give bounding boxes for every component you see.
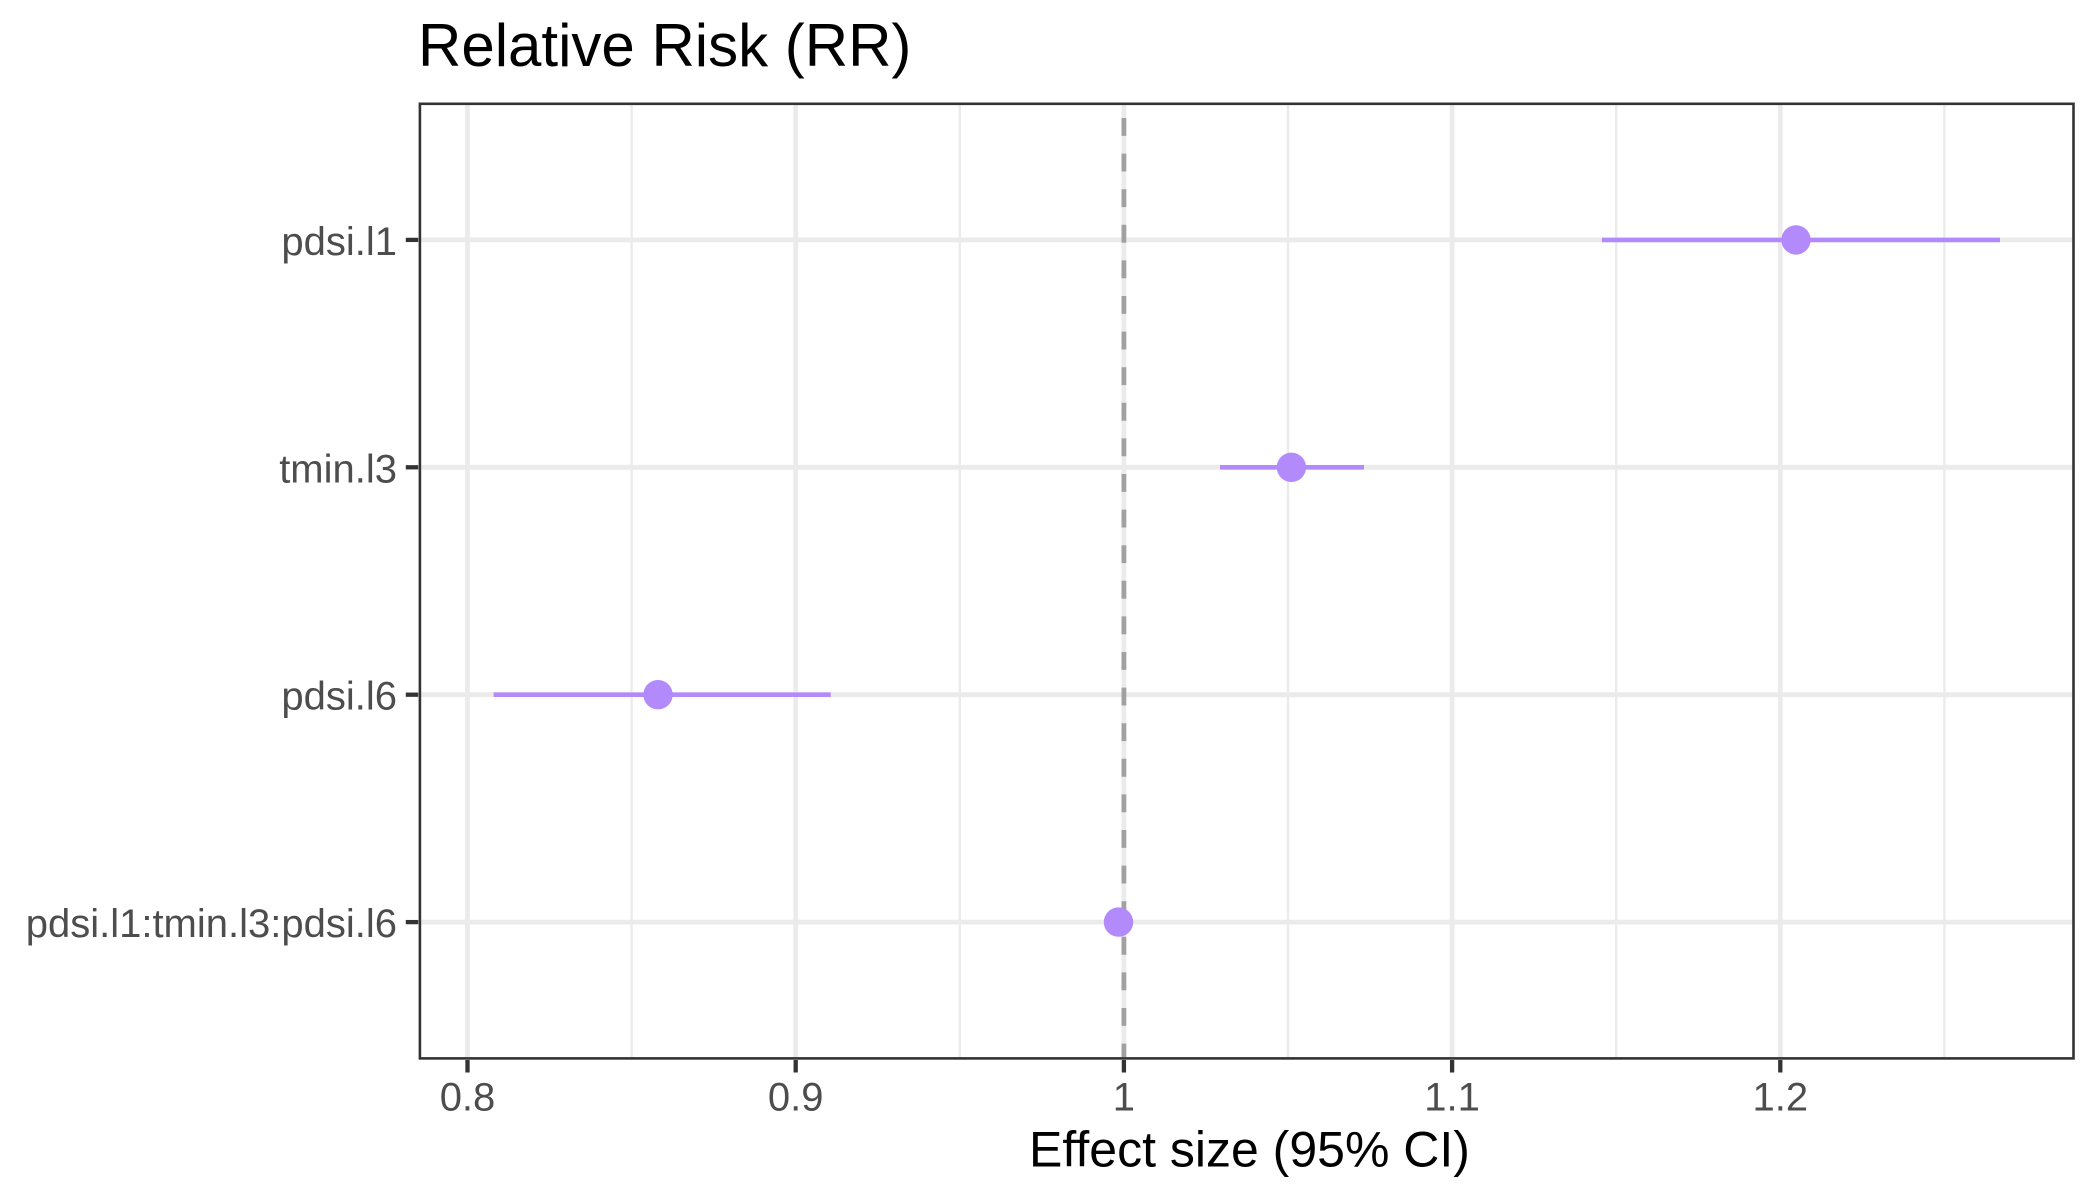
svg-text:0.9: 0.9 — [768, 1075, 824, 1119]
svg-text:Effect size (95% CI): Effect size (95% CI) — [1029, 1121, 1470, 1177]
svg-text:Relative Risk (RR): Relative Risk (RR) — [418, 12, 911, 79]
svg-text:1.1: 1.1 — [1424, 1075, 1480, 1119]
svg-text:pdsi.l6: pdsi.l6 — [281, 675, 397, 719]
svg-text:pdsi.l1:tmin.l3:pdsi.l6: pdsi.l1:tmin.l3:pdsi.l6 — [26, 902, 397, 946]
svg-text:tmin.l3: tmin.l3 — [279, 447, 397, 491]
svg-text:pdsi.l1: pdsi.l1 — [281, 220, 397, 264]
svg-text:1.2: 1.2 — [1752, 1075, 1808, 1119]
svg-text:1: 1 — [1113, 1075, 1135, 1119]
svg-text:0.8: 0.8 — [440, 1075, 496, 1119]
